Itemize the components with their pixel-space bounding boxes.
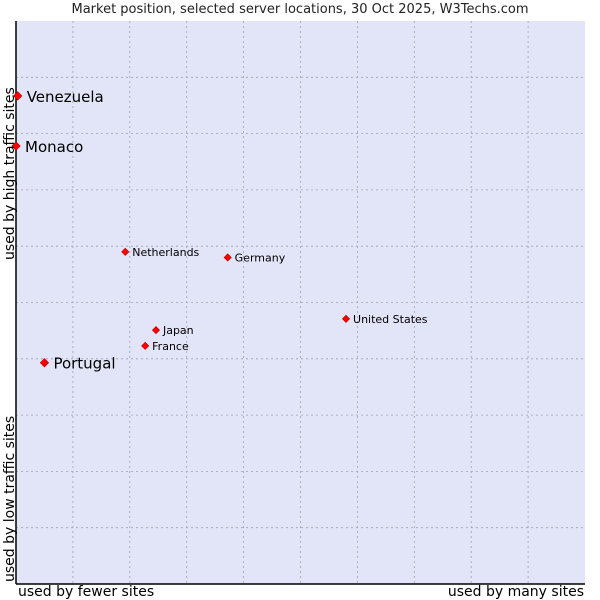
- point-marker-venezuela: [13, 91, 23, 101]
- point-label-monaco: Monaco: [25, 138, 83, 156]
- y-axis-label-high: used by high traffic sites: [2, 87, 18, 260]
- x-axis-label-low: used by fewer sites: [18, 584, 155, 600]
- y-axis-label-low: used by low traffic sites: [2, 415, 18, 582]
- point-germany: Germany: [223, 251, 286, 264]
- point-label-venezuela: Venezuela: [27, 88, 104, 106]
- point-marker-monaco: [11, 141, 21, 151]
- chart-title: Market position, selected server locatio…: [71, 2, 529, 17]
- point-venezuela: Venezuela: [13, 88, 104, 106]
- point-monaco: Monaco: [11, 138, 83, 156]
- point-label-united-states: United States: [353, 313, 428, 326]
- x-axis-label-high: used by many sites: [447, 584, 584, 600]
- point-marker-portugal: [39, 358, 50, 368]
- grid-lines: [16, 21, 585, 584]
- point-united-states: United States: [341, 313, 428, 326]
- point-marker-netherlands: [121, 247, 130, 256]
- point-marker-france: [141, 341, 150, 350]
- point-netherlands: Netherlands: [121, 246, 200, 259]
- point-marker-germany: [223, 253, 232, 262]
- point-label-netherlands: Netherlands: [132, 246, 199, 259]
- point-label-germany: Germany: [235, 251, 286, 264]
- point-marker-united-states: [341, 314, 351, 323]
- point-france: France: [141, 340, 189, 353]
- point-label-portugal: Portugal: [53, 355, 115, 373]
- data-points: Venezuela Monaco Netherlands Germany United …: [11, 88, 428, 373]
- point-portugal: Portugal: [39, 355, 116, 373]
- point-label-france: France: [152, 340, 189, 353]
- point-japan: Japan: [151, 324, 194, 337]
- point-label-japan: Japan: [162, 324, 194, 337]
- point-marker-japan: [151, 326, 160, 335]
